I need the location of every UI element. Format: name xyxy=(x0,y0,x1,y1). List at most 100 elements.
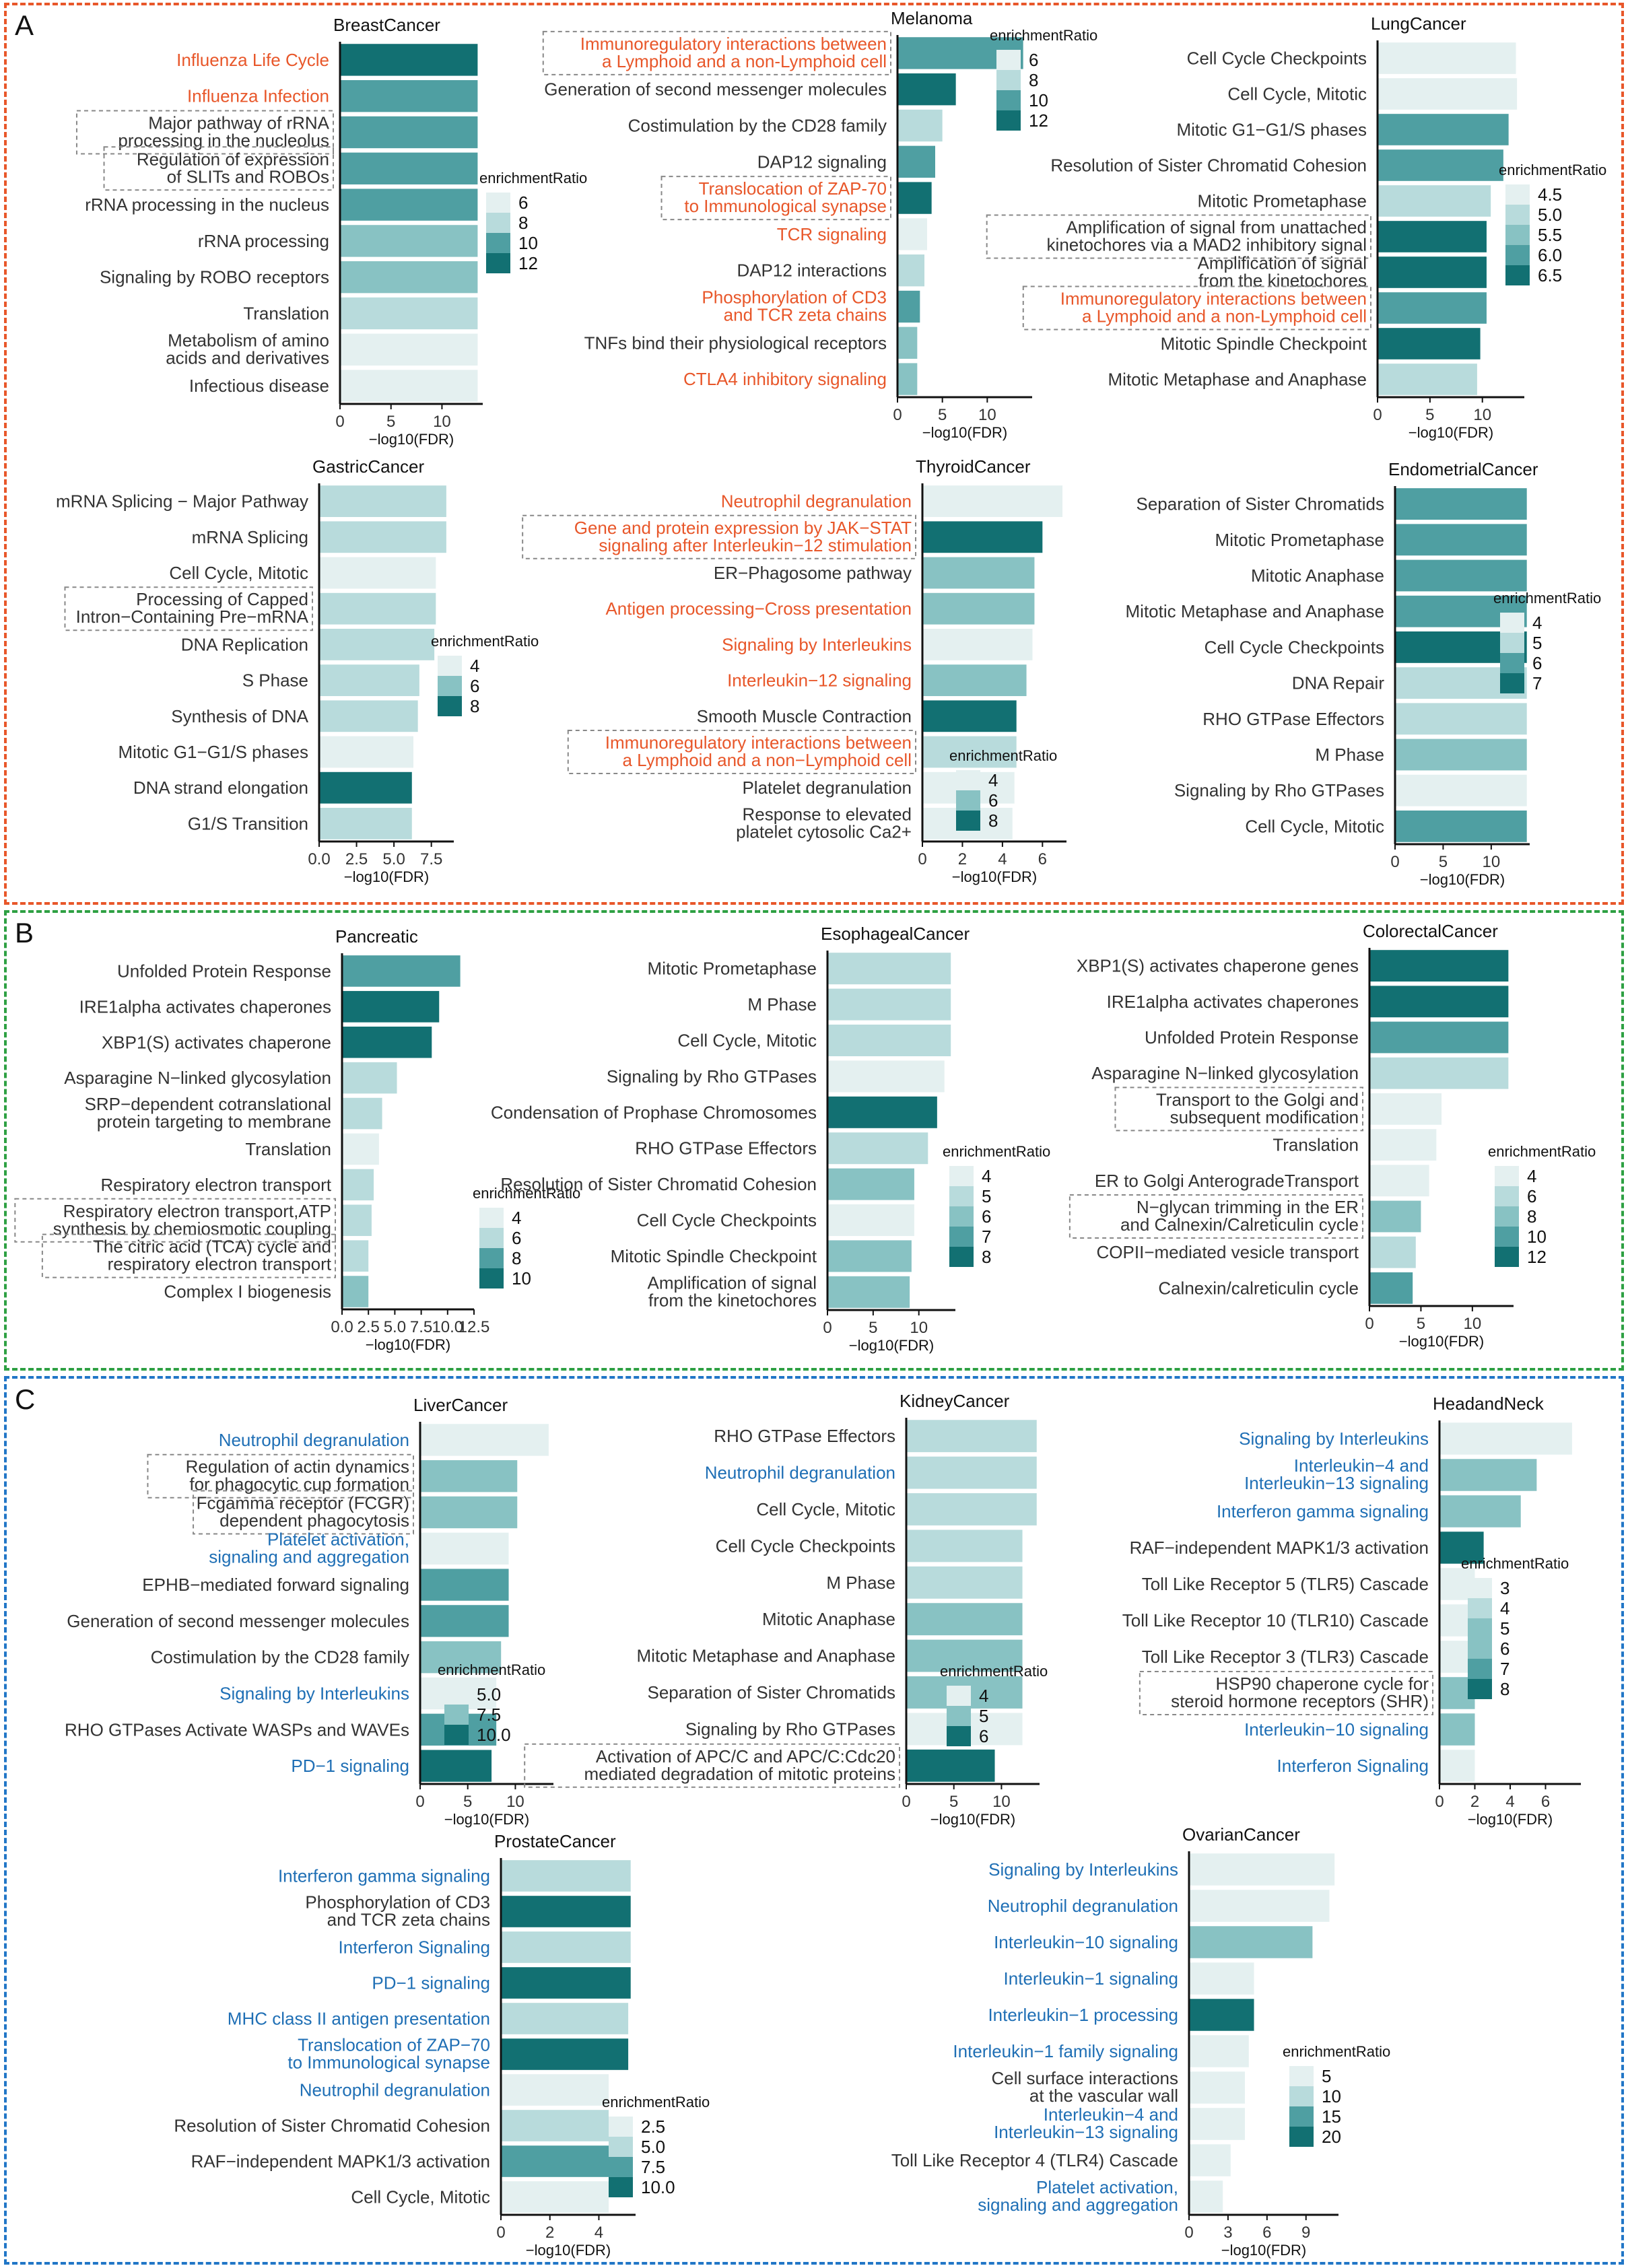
category-label: to Immunological synapse xyxy=(684,196,887,216)
category-label: Neutrophil degranulation xyxy=(988,1896,1178,1916)
bar xyxy=(319,807,412,839)
category-label: Signaling by Interleukins xyxy=(722,634,912,654)
category-label: Interferon gamma signaling xyxy=(278,1866,490,1886)
section-a-frame xyxy=(4,3,1624,905)
category-label: N−glycan trimming in the ER xyxy=(1137,1197,1359,1217)
category-label: Neutrophil degranulation xyxy=(705,1463,895,1483)
label-box xyxy=(147,1453,414,1499)
category-label: Mitotic Metaphase and Anaphase xyxy=(1108,370,1367,390)
category-label: Mitotic Prometaphase xyxy=(648,959,817,979)
bar xyxy=(319,557,436,589)
category-label: mRNA Splicing − Major Pathway xyxy=(56,491,308,512)
category-label: Mitotic Metaphase and Anaphase xyxy=(1126,601,1384,621)
category-label: Costimulation by the CD28 family xyxy=(151,1647,409,1668)
bar xyxy=(827,988,951,1021)
legend-label: 6 xyxy=(518,193,528,213)
legend-title: enrichmentRatio xyxy=(473,1185,580,1202)
category-label: RHO GTPase Effectors xyxy=(1202,709,1384,729)
legend-title: enrichmentRatio xyxy=(1493,590,1601,607)
x-axis-label: −log10(FDR) xyxy=(369,431,454,448)
category-label: Translocation of ZAP-70 xyxy=(699,178,887,199)
bar xyxy=(501,1860,631,1892)
bar xyxy=(319,664,419,697)
category-label: RAF−independent MAPK1/3 activation xyxy=(1130,1538,1429,1558)
legend-swatch xyxy=(996,110,1021,131)
bar xyxy=(906,1603,1023,1636)
category-label: Separation of Sister Chromatids xyxy=(1136,494,1384,514)
category-label: M Phase xyxy=(1315,745,1384,765)
legend-label: 8 xyxy=(988,811,998,831)
x-tick-label: 7.5 xyxy=(410,1318,432,1336)
category-label: mediated degradation of mitotic proteins xyxy=(584,1764,896,1784)
legend-title: enrichmentRatio xyxy=(990,27,1097,44)
bar xyxy=(906,1749,995,1782)
legend-label: 4 xyxy=(512,1208,521,1228)
category-label: Amplification of signal xyxy=(648,1272,817,1293)
label-box xyxy=(986,214,1372,259)
category-label: Generation of second messenger molecules xyxy=(67,1611,409,1631)
bar xyxy=(342,1204,372,1237)
category-label: SRP−dependent cotranslational xyxy=(85,1094,331,1114)
category-label: Mitotic Prometaphase xyxy=(1215,530,1384,550)
bar xyxy=(319,521,446,553)
legend-label: 10 xyxy=(1029,90,1048,110)
x-tick-label: 5 xyxy=(938,406,947,424)
category-label: Resolution of Sister Chromatid Cohesion xyxy=(1050,156,1367,176)
x-tick-label: 10 xyxy=(1483,853,1501,871)
category-label: COPII−mediated vesicle transport xyxy=(1097,1242,1359,1262)
category-label: Mitotic Prometaphase xyxy=(1198,191,1367,211)
legend-label: 7 xyxy=(1532,673,1542,693)
category-label: Neutrophil degranulation xyxy=(219,1430,409,1450)
category-label: Interleukin−12 signaling xyxy=(727,671,912,691)
category-label: subsequent modification xyxy=(1170,1107,1359,1127)
x-tick-label: 4 xyxy=(1505,1793,1514,1811)
legend-label: 7 xyxy=(1500,1659,1510,1679)
chart-title: HeadandNeck xyxy=(1433,1394,1545,1414)
legend-label: 5 xyxy=(1500,1618,1510,1639)
legend-swatch xyxy=(486,193,510,213)
chart-title: LungCancer xyxy=(1371,13,1466,34)
bar xyxy=(827,953,951,985)
legend-label: 3 xyxy=(1500,1578,1510,1598)
bar xyxy=(501,1896,631,1927)
category-label: Unfolded Protein Response xyxy=(1145,1027,1359,1047)
legend-swatch xyxy=(444,1705,469,1725)
bar xyxy=(342,1026,432,1058)
legend-title: enrichmentRatio xyxy=(943,1143,1050,1160)
category-label: Mitotic Anaphase xyxy=(762,1609,895,1629)
x-tick-label: 0 xyxy=(1365,1315,1373,1333)
x-tick-label: 0 xyxy=(496,2224,505,2242)
legend-label: 5 xyxy=(1532,633,1542,653)
label-box xyxy=(1022,285,1371,331)
legend-swatch xyxy=(949,1206,974,1227)
legend-swatch xyxy=(486,213,510,233)
legend-label: 8 xyxy=(982,1247,991,1267)
category-label: Intron−Containing Pre−mRNA xyxy=(76,607,309,627)
legend-label: 10 xyxy=(518,233,538,253)
bar xyxy=(340,44,478,76)
category-label: Mitotic G1−G1/S phases xyxy=(118,742,308,762)
x-tick-label: 10 xyxy=(1473,406,1491,424)
bar xyxy=(827,1204,914,1236)
bar xyxy=(1378,185,1491,217)
legend-swatch xyxy=(1505,184,1530,205)
chart-title: Pancreatic xyxy=(335,926,418,947)
category-label: Infectious disease xyxy=(189,376,329,396)
bar xyxy=(342,955,461,987)
category-label: Processing of Capped xyxy=(136,589,308,609)
x-tick-label: 0 xyxy=(823,1319,832,1337)
legend-label: 10.0 xyxy=(477,1725,511,1745)
category-label: Interferon Signaling xyxy=(339,1937,490,1958)
category-label: Immunoregulatory interactions between xyxy=(605,732,912,753)
category-label: Activation of APC/C and APC/C:Cdc20 xyxy=(596,1746,895,1766)
label-box xyxy=(524,1743,900,1788)
category-label: Cell Cycle, Mitotic xyxy=(169,563,308,583)
legend-label: 6.0 xyxy=(1538,245,1562,265)
bar xyxy=(906,1420,1037,1453)
legend-title: enrichmentRatio xyxy=(431,633,539,650)
x-tick-label: 5 xyxy=(1439,853,1448,871)
legend-label: 5.0 xyxy=(477,1684,501,1705)
category-label: Mitotic Spindle Checkpoint xyxy=(611,1246,817,1266)
legend-title: enrichmentRatio xyxy=(940,1663,1048,1680)
legend-label: 5.0 xyxy=(1538,205,1562,225)
